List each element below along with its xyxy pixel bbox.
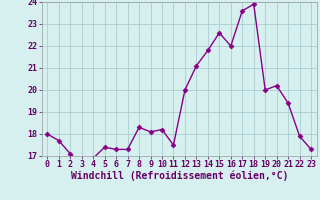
X-axis label: Windchill (Refroidissement éolien,°C): Windchill (Refroidissement éolien,°C)	[70, 171, 288, 181]
